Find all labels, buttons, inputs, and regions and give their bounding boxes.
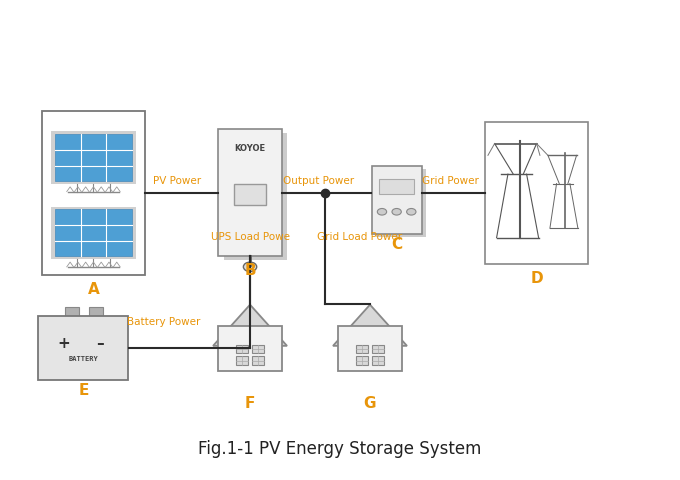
Text: PV Power: PV Power	[153, 176, 201, 186]
Bar	[379, 180, 414, 194]
Text: G: G	[364, 396, 376, 411]
Text: Fig.1-1 PV Energy Storage System: Fig.1-1 PV Energy Storage System	[199, 440, 481, 458]
Bar	[218, 326, 282, 371]
Bar	[65, 307, 80, 316]
Bar	[373, 345, 384, 353]
Text: Battery Power: Battery Power	[126, 317, 200, 327]
Text: UPS Load Powe: UPS Load Powe	[211, 232, 290, 242]
Bar	[51, 132, 136, 184]
Bar	[55, 209, 132, 256]
Text: KOYOE: KOYOE	[235, 144, 266, 153]
Text: E: E	[78, 383, 88, 398]
Text: BATTERY: BATTERY	[69, 356, 99, 361]
Text: Grid Power: Grid Power	[422, 176, 479, 186]
Bar	[236, 357, 248, 365]
Bar	[51, 206, 136, 259]
Bar	[375, 169, 426, 237]
Bar	[89, 307, 103, 316]
Bar	[372, 166, 422, 234]
Bar	[224, 133, 287, 260]
Text: C: C	[391, 237, 402, 252]
Circle shape	[377, 208, 387, 215]
Bar	[252, 357, 265, 365]
Bar	[252, 345, 265, 353]
Bar	[485, 122, 588, 264]
Bar	[356, 357, 368, 365]
Text: +: +	[57, 336, 70, 351]
Bar	[234, 184, 266, 205]
Text: B: B	[244, 263, 256, 278]
Circle shape	[392, 208, 401, 215]
Circle shape	[243, 262, 257, 272]
Bar	[55, 134, 132, 181]
Bar	[339, 326, 402, 371]
Polygon shape	[213, 305, 287, 346]
Text: D: D	[530, 271, 543, 286]
Bar	[373, 357, 384, 365]
Text: Output Power: Output Power	[283, 176, 354, 186]
Text: –: –	[97, 336, 104, 351]
Bar	[39, 316, 129, 380]
Bar	[236, 345, 248, 353]
Bar	[356, 345, 368, 353]
Text: Grid Load Power: Grid Load Power	[318, 232, 403, 242]
Text: F: F	[245, 396, 255, 411]
Text: A: A	[88, 282, 99, 297]
Circle shape	[407, 208, 416, 215]
Bar	[41, 111, 145, 276]
Bar	[218, 130, 282, 256]
Polygon shape	[333, 305, 407, 346]
